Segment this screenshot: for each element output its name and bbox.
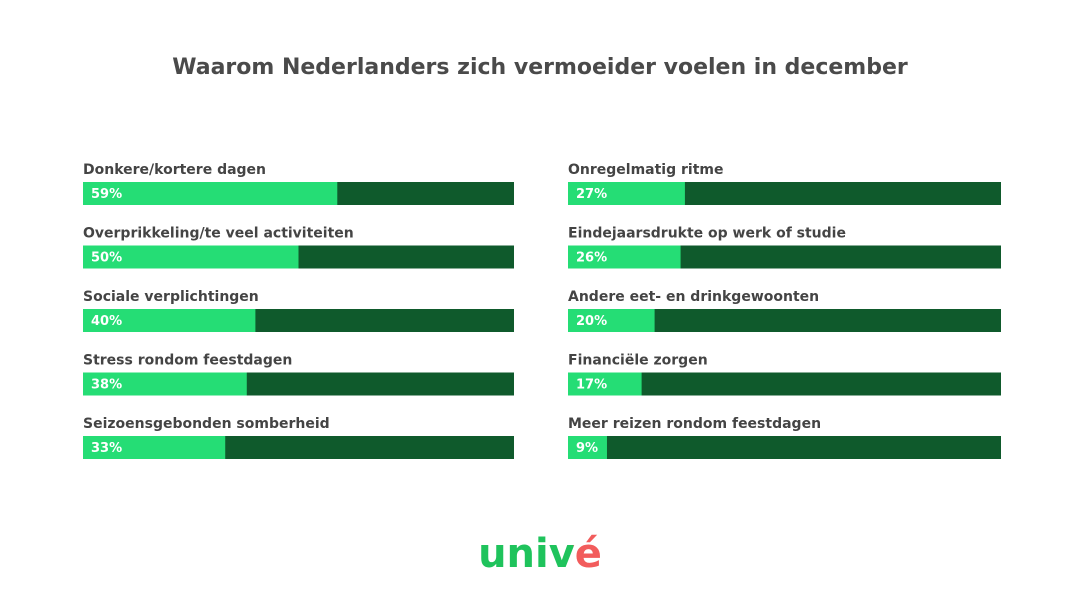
bar xyxy=(83,436,226,459)
value-label: 26% xyxy=(576,251,607,266)
bar xyxy=(83,309,256,332)
category-label: Meer reizen rondom feestdagen xyxy=(568,416,821,432)
bar-track xyxy=(568,436,1001,459)
category-label: Seizoensgebonden somberheid xyxy=(83,416,330,432)
value-label: 17% xyxy=(576,378,607,393)
chart-title: Waarom Nederlanders zich vermoeider voel… xyxy=(172,55,908,80)
bar xyxy=(568,245,681,269)
category-label: Sociale verplichtingen xyxy=(83,289,259,305)
bar xyxy=(83,245,299,269)
value-label: 27% xyxy=(576,187,607,202)
bar xyxy=(568,436,607,459)
category-label: Eindejaarsdrukte op werk of studie xyxy=(568,226,846,242)
bar xyxy=(83,372,247,396)
value-label: 20% xyxy=(576,314,607,329)
bar xyxy=(83,182,338,205)
bar xyxy=(568,309,655,332)
category-label: Andere eet- en drinkgewoonten xyxy=(568,289,819,305)
value-label: 59% xyxy=(91,187,122,202)
bar-track xyxy=(568,372,1001,396)
value-label: 40% xyxy=(91,314,122,329)
category-label: Onregelmatig ritme xyxy=(568,162,723,178)
category-label: Donkere/kortere dagen xyxy=(83,162,266,178)
category-label: Overprikkeling/te veel activiteiten xyxy=(83,226,354,242)
value-label: 50% xyxy=(91,251,122,266)
bar xyxy=(568,372,642,396)
category-label: Stress rondom feestdagen xyxy=(83,353,292,369)
logo: univé xyxy=(478,531,602,577)
value-label: 33% xyxy=(91,441,122,456)
value-label: 9% xyxy=(576,441,598,456)
category-label: Financiële zorgen xyxy=(568,353,708,369)
bar xyxy=(568,182,685,205)
value-label: 38% xyxy=(91,378,122,393)
bar-track xyxy=(568,309,1001,332)
